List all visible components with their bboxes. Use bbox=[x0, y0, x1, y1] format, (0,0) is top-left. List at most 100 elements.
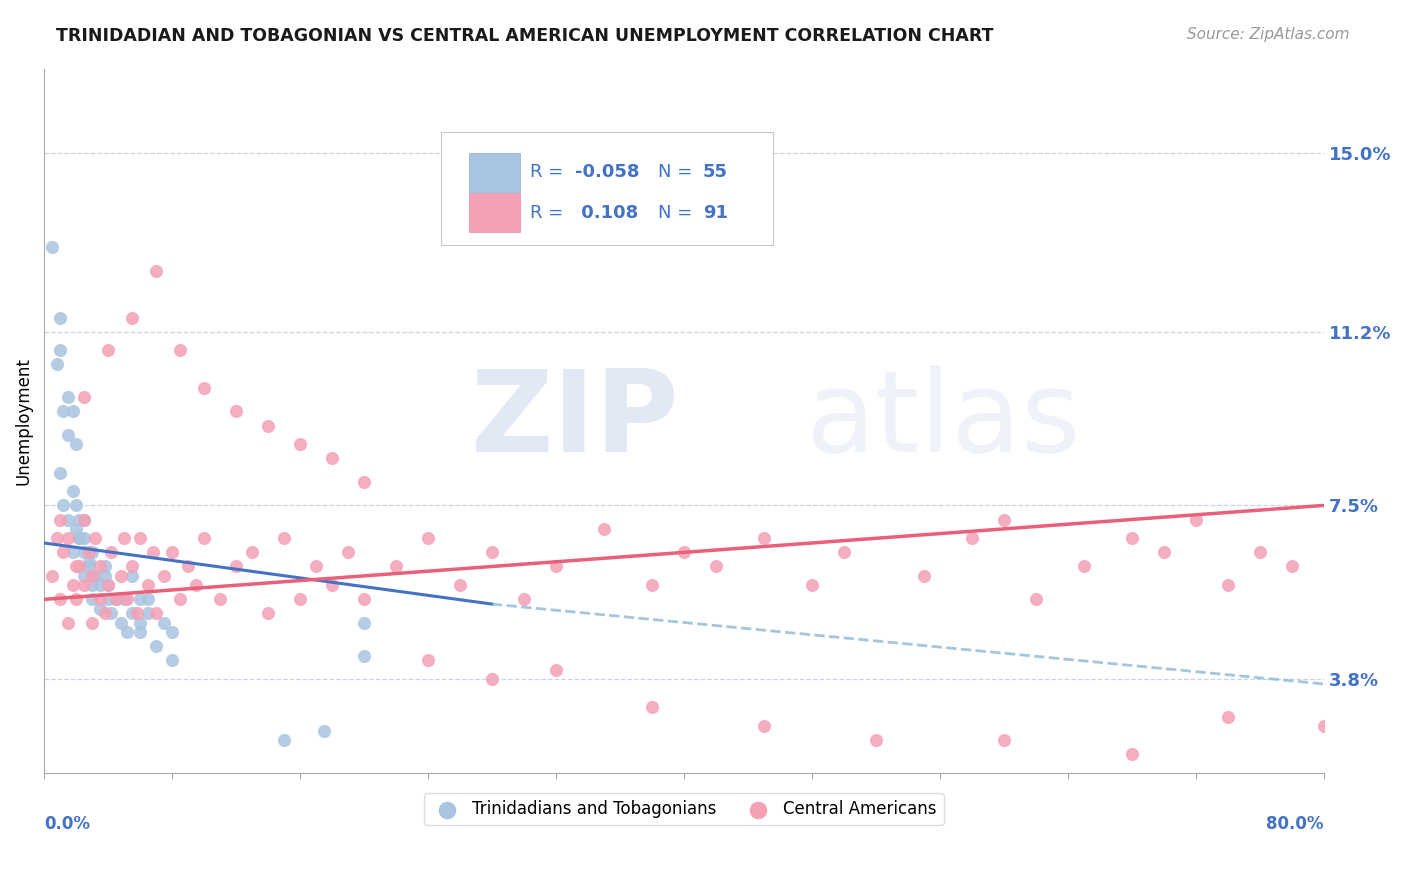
Point bbox=[110, 569, 132, 583]
Text: R =: R = bbox=[530, 163, 569, 181]
Point bbox=[513, 592, 536, 607]
Point bbox=[273, 733, 295, 747]
Point bbox=[129, 615, 152, 630]
Point bbox=[49, 343, 72, 358]
Point bbox=[84, 531, 107, 545]
Point bbox=[416, 531, 439, 545]
Text: N =: N = bbox=[658, 204, 699, 222]
Point bbox=[353, 648, 375, 663]
Point bbox=[117, 625, 139, 640]
Text: TRINIDADIAN AND TOBAGONIAN VS CENTRAL AMERICAN UNEMPLOYMENT CORRELATION CHART: TRINIDADIAN AND TOBAGONIAN VS CENTRAL AM… bbox=[56, 27, 994, 45]
FancyBboxPatch shape bbox=[440, 132, 773, 244]
Point bbox=[257, 418, 280, 433]
Point bbox=[544, 559, 567, 574]
Point bbox=[1312, 719, 1334, 733]
Point bbox=[94, 607, 117, 621]
Point bbox=[67, 512, 90, 526]
Text: R =: R = bbox=[530, 204, 569, 222]
Point bbox=[193, 531, 215, 545]
Point bbox=[73, 578, 96, 592]
Point bbox=[49, 466, 72, 480]
Point bbox=[41, 569, 63, 583]
Point bbox=[73, 569, 96, 583]
Point bbox=[117, 592, 139, 607]
Point bbox=[94, 559, 117, 574]
Point bbox=[142, 545, 165, 559]
Point bbox=[73, 531, 96, 545]
Point bbox=[1249, 545, 1271, 559]
Point bbox=[62, 484, 84, 499]
Point bbox=[993, 733, 1015, 747]
Point bbox=[45, 358, 67, 372]
Point bbox=[312, 723, 335, 738]
Point bbox=[121, 607, 143, 621]
Point bbox=[89, 559, 111, 574]
Text: 91: 91 bbox=[703, 204, 728, 222]
Point bbox=[288, 592, 311, 607]
Point bbox=[112, 531, 135, 545]
Point bbox=[89, 578, 111, 592]
Point bbox=[73, 512, 96, 526]
Point bbox=[169, 343, 191, 358]
Point bbox=[73, 390, 96, 404]
Point bbox=[865, 733, 887, 747]
Point bbox=[321, 451, 343, 466]
Point bbox=[912, 569, 935, 583]
Point bbox=[73, 545, 96, 559]
Point bbox=[193, 381, 215, 395]
Point bbox=[353, 592, 375, 607]
Point bbox=[129, 592, 152, 607]
Point bbox=[305, 559, 328, 574]
Point bbox=[800, 578, 823, 592]
Point bbox=[672, 545, 695, 559]
Point bbox=[67, 559, 90, 574]
Point bbox=[49, 512, 72, 526]
Point bbox=[56, 531, 79, 545]
Point bbox=[73, 512, 96, 526]
Point bbox=[145, 607, 167, 621]
Point bbox=[1184, 512, 1206, 526]
Point bbox=[121, 559, 143, 574]
Point bbox=[481, 672, 503, 686]
Point bbox=[177, 559, 200, 574]
Text: -0.058: -0.058 bbox=[575, 163, 640, 181]
Point bbox=[1121, 531, 1143, 545]
Point bbox=[56, 615, 79, 630]
Point bbox=[82, 615, 104, 630]
Point bbox=[62, 545, 84, 559]
Point bbox=[1153, 545, 1175, 559]
Point bbox=[169, 592, 191, 607]
Point bbox=[832, 545, 855, 559]
Point bbox=[65, 499, 87, 513]
Point bbox=[82, 578, 104, 592]
Point bbox=[52, 404, 75, 418]
Point bbox=[49, 310, 72, 325]
Point bbox=[160, 625, 183, 640]
Point bbox=[56, 512, 79, 526]
Point bbox=[77, 555, 100, 569]
Point bbox=[41, 240, 63, 254]
Point bbox=[45, 531, 67, 545]
FancyBboxPatch shape bbox=[470, 194, 520, 232]
Point bbox=[56, 428, 79, 442]
Point bbox=[1281, 559, 1303, 574]
Point bbox=[105, 592, 128, 607]
Point bbox=[184, 578, 207, 592]
Point bbox=[993, 512, 1015, 526]
Text: Source: ZipAtlas.com: Source: ZipAtlas.com bbox=[1187, 27, 1350, 42]
Point bbox=[225, 559, 247, 574]
Point bbox=[94, 569, 117, 583]
Point bbox=[65, 592, 87, 607]
Point bbox=[65, 522, 87, 536]
Point bbox=[1216, 578, 1239, 592]
Point bbox=[145, 263, 167, 277]
Point bbox=[593, 522, 616, 536]
Point bbox=[52, 545, 75, 559]
Point bbox=[160, 653, 183, 667]
Point bbox=[56, 390, 79, 404]
Point bbox=[67, 531, 90, 545]
Point bbox=[641, 700, 664, 714]
Point bbox=[704, 559, 727, 574]
Point bbox=[1025, 592, 1047, 607]
Point bbox=[153, 615, 176, 630]
